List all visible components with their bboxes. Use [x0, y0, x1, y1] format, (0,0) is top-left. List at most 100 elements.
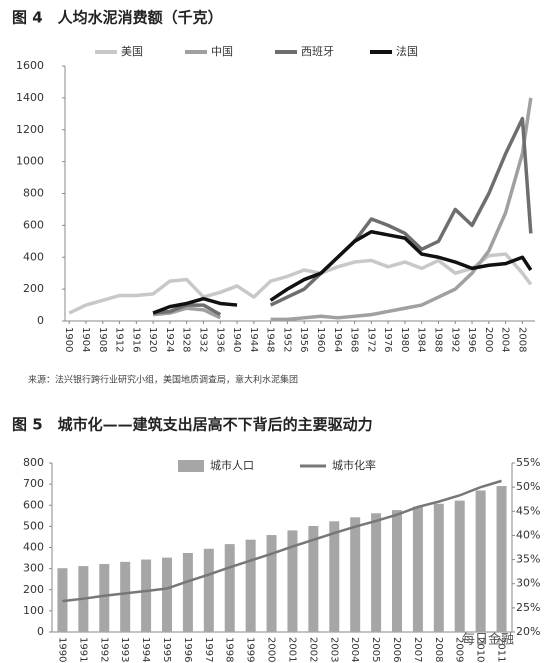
- source-note: 来源：法兴银行跨行业研究小组，美国地质调查局，意大利水泥集团: [28, 374, 298, 386]
- x-tick-label: 1992: [449, 327, 460, 352]
- bar: [371, 513, 382, 632]
- bar: [99, 563, 110, 632]
- x-tick-label: 1972: [365, 327, 376, 352]
- y2-tick-label: 40%: [516, 528, 540, 541]
- bar: [287, 530, 298, 632]
- x-tick-label: 1960: [315, 327, 326, 352]
- bar: [329, 521, 340, 632]
- bar: [141, 559, 152, 632]
- x-tick-label: 2000: [483, 327, 494, 352]
- legend-label: 美国: [121, 45, 143, 58]
- y2-tick-label: 55%: [516, 456, 540, 469]
- x-tick-label: 1968: [349, 327, 360, 352]
- chart-title: 图 4 人均水泥消费额（千克）: [12, 9, 223, 27]
- y-tick-label: 500: [23, 519, 44, 532]
- y-tick-label: 0: [37, 625, 44, 638]
- y-tick-label: 200: [23, 583, 44, 596]
- x-tick-label: 1984: [416, 327, 427, 352]
- x-tick-label: 2004: [349, 637, 360, 662]
- x-tick-label: 1920: [147, 327, 158, 352]
- series-line: [152, 116, 533, 317]
- x-tick-label: 2011: [496, 637, 507, 662]
- y2-tick-label: 30%: [516, 577, 540, 590]
- x-tick-label: 1948: [265, 327, 276, 352]
- x-tick-label: 2002: [307, 637, 318, 662]
- x-tick-label: 1991: [77, 637, 88, 662]
- bar: [496, 486, 507, 632]
- x-tick-label: 1908: [97, 327, 108, 352]
- bar: [433, 503, 444, 632]
- bar: [162, 557, 172, 632]
- x-tick-label: 2008: [516, 327, 527, 352]
- series-line: [62, 479, 502, 603]
- y2-tick-label: 20%: [516, 625, 540, 638]
- x-tick-label: 2007: [412, 637, 423, 662]
- x-tick-label: 1997: [203, 637, 214, 662]
- legend-label: 法国: [396, 44, 418, 58]
- x-tick-label: 1992: [98, 637, 109, 662]
- y-tick-label: 300: [23, 562, 44, 575]
- bar: [182, 552, 193, 632]
- series-line: [152, 97, 533, 322]
- x-tick-label: 1924: [164, 327, 175, 352]
- y-tick-label: 1600: [16, 59, 44, 72]
- x-tick-label: 1932: [197, 327, 208, 352]
- x-tick-label: 2009: [454, 637, 465, 662]
- y-tick-label: 1200: [16, 123, 44, 136]
- y-tick-label: 1400: [16, 91, 44, 104]
- legend-label: 中国: [211, 45, 233, 58]
- bar: [308, 525, 319, 632]
- x-tick-label: 2010: [475, 637, 486, 662]
- bar: [203, 548, 214, 632]
- y-tick-label: 400: [23, 250, 44, 263]
- bar: [454, 500, 465, 632]
- y-tick-label: 200: [23, 282, 44, 295]
- x-tick-label: 1952: [281, 327, 292, 352]
- x-tick-label: 1996: [182, 637, 193, 662]
- x-tick-label: 1976: [382, 327, 393, 352]
- x-tick-label: 1995: [161, 637, 172, 662]
- legend-swatch: [178, 460, 204, 472]
- bar: [266, 535, 277, 632]
- y-tick-label: 700: [23, 477, 44, 490]
- x-tick-label: 1980: [399, 327, 410, 352]
- x-tick-label: 1944: [248, 327, 259, 352]
- x-tick-label: 1999: [245, 637, 256, 662]
- x-tick-label: 2000: [266, 637, 277, 662]
- y2-tick-label: 45%: [516, 504, 540, 517]
- legend-label: 西班牙: [301, 45, 334, 58]
- bar: [412, 506, 423, 632]
- x-tick-label: 1916: [130, 327, 141, 352]
- x-tick-label: 2001: [286, 637, 297, 662]
- x-tick-label: 1988: [432, 327, 443, 352]
- x-tick-label: 1996: [466, 327, 477, 352]
- y2-tick-label: 35%: [516, 553, 540, 566]
- x-tick-label: 1994: [140, 637, 151, 662]
- bar: [350, 517, 361, 632]
- y-tick-label: 800: [23, 187, 44, 200]
- bar: [392, 510, 402, 632]
- legend-label: 城市人口: [210, 458, 254, 472]
- y-tick-label: 1000: [16, 155, 44, 168]
- y-tick-label: 400: [23, 541, 44, 554]
- y-tick-label: 0: [37, 314, 44, 327]
- x-tick-label: 1940: [231, 327, 242, 352]
- series-line: [68, 252, 533, 315]
- y-tick-label: 600: [23, 218, 44, 231]
- chart-title: 图 5 城市化——建筑支出居高不下背后的主要驱动力: [12, 416, 373, 434]
- x-tick-label: 1936: [214, 327, 225, 352]
- bar: [245, 539, 256, 632]
- x-tick-label: 2008: [433, 637, 444, 662]
- x-tick-label: 2005: [370, 637, 381, 662]
- watermark: 每日金融: [462, 632, 514, 648]
- bar: [224, 544, 235, 632]
- x-tick-label: 1912: [114, 327, 125, 352]
- y-tick-label: 800: [23, 456, 44, 469]
- y2-tick-label: 25%: [516, 601, 540, 614]
- x-tick-label: 1900: [63, 327, 74, 352]
- x-tick-label: 2006: [391, 637, 402, 662]
- y-tick-label: 600: [23, 498, 44, 511]
- x-tick-label: 1956: [298, 327, 309, 352]
